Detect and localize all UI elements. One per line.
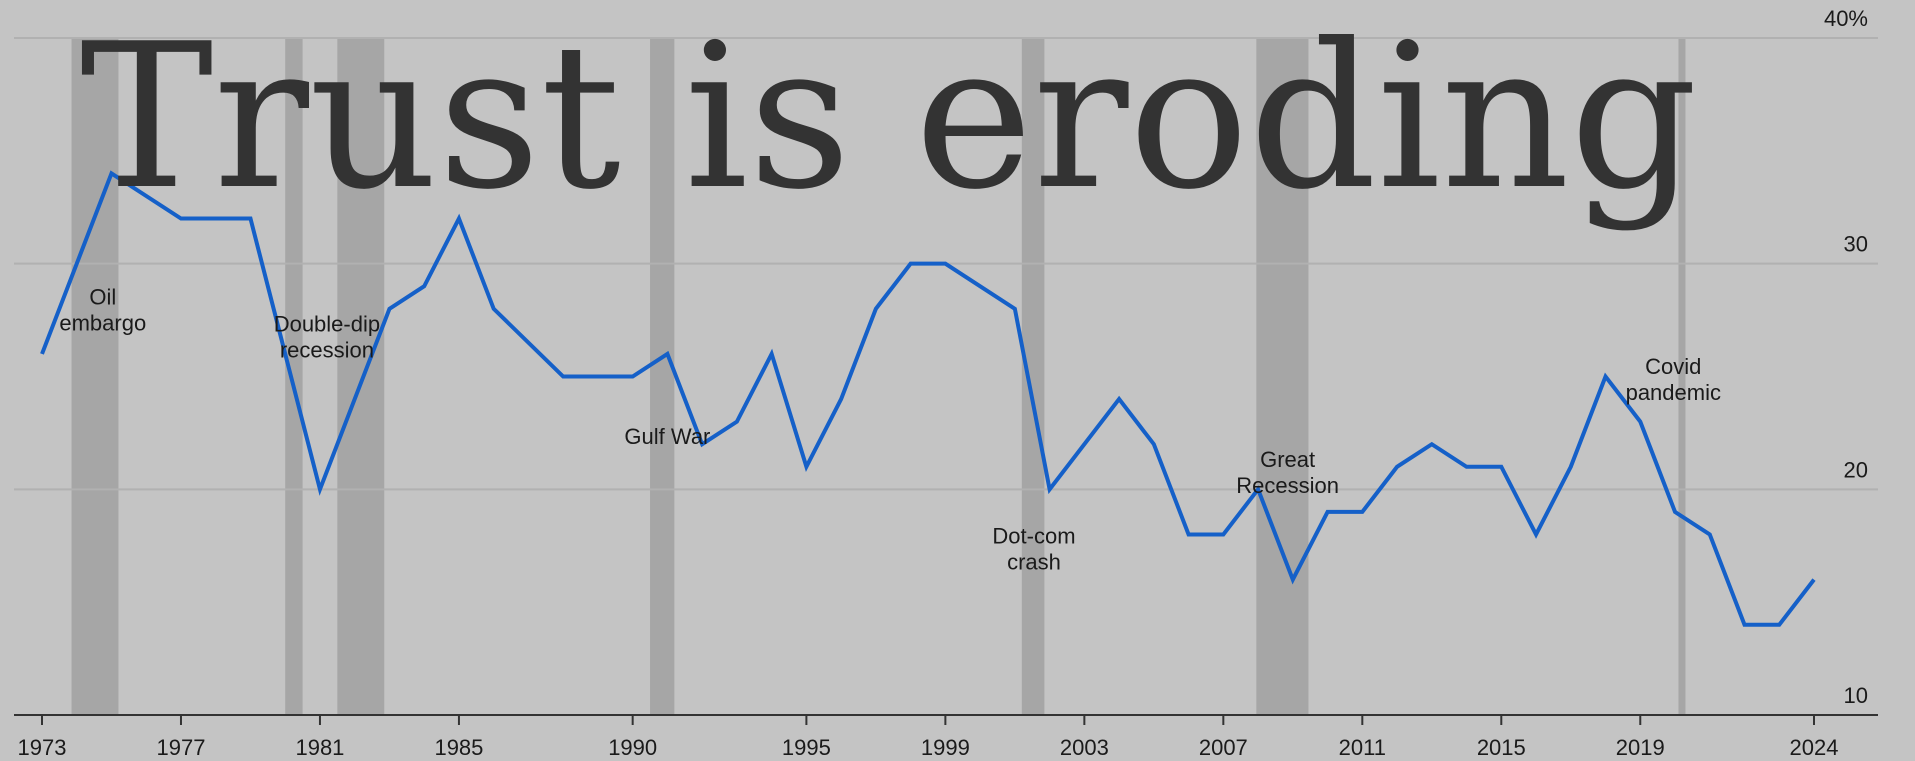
- data-point: [40, 352, 44, 356]
- data-point: [1048, 487, 1052, 491]
- data-point: [1291, 578, 1295, 582]
- recession-band-5: [1256, 38, 1309, 715]
- series-layer: [40, 170, 1816, 627]
- data-point: [561, 375, 565, 379]
- data-point: [387, 307, 391, 311]
- data-point: [1187, 532, 1191, 536]
- data-point: [631, 375, 635, 379]
- series-line-0: [40, 170, 1816, 627]
- data-point: [839, 397, 843, 401]
- data-point: [1221, 532, 1225, 536]
- data-point: [1777, 623, 1781, 627]
- data-point: [1569, 465, 1573, 469]
- annotation-label: Gulf War: [624, 424, 710, 449]
- x-tick-label: 1990: [608, 735, 657, 760]
- x-tick-label: 2024: [1790, 735, 1839, 760]
- data-point: [1673, 510, 1677, 514]
- recession-band-2: [337, 38, 385, 715]
- data-point: [1013, 307, 1017, 311]
- data-point: [770, 352, 774, 356]
- x-tick-label: 1995: [782, 735, 831, 760]
- y-tick-label: 40%: [1824, 6, 1868, 31]
- x-tick-label: 2011: [1339, 735, 1386, 760]
- x-axis: 1973 1977 1981 1985 1990 1995 1999 2003 2007 2011…: [14, 714, 1878, 760]
- annotation-label: Oil embargo: [59, 284, 146, 335]
- x-tick-label: 2003: [1060, 735, 1109, 760]
- annotation-label: Double-dip recession: [274, 311, 380, 362]
- x-tick-label: 1985: [434, 735, 483, 760]
- data-point: [318, 487, 322, 491]
- data-point: [1499, 465, 1503, 469]
- chart-title: Trust is eroding: [80, 1, 1698, 234]
- data-point: [874, 307, 878, 311]
- data-point: [1360, 510, 1364, 514]
- x-tick-label: 2019: [1616, 735, 1665, 760]
- data-point: [909, 262, 913, 266]
- data-point: [943, 262, 947, 266]
- annotation-label: Covid pandemic: [1626, 354, 1721, 405]
- annotation-label: Dot-com crash: [992, 523, 1075, 574]
- y-axis: 10 20 30 40%: [1824, 6, 1868, 708]
- x-tick-label: 1977: [157, 735, 206, 760]
- recession-bands: [71, 38, 1686, 715]
- annotations: Oil embargo Double-dip recession Gulf War Dot…: [59, 284, 1721, 574]
- recession-band-4: [1021, 38, 1045, 715]
- recession-band-6: [1678, 38, 1686, 715]
- data-point: [1326, 510, 1330, 514]
- x-tick-label: 1981: [295, 735, 344, 760]
- data-point: [1743, 623, 1747, 627]
- x-tick-label: 1973: [18, 735, 67, 760]
- data-point: [1534, 532, 1538, 536]
- data-point: [665, 352, 669, 356]
- x-tick-label: 2015: [1477, 735, 1526, 760]
- data-point: [1430, 442, 1434, 446]
- y-tick-label: 10: [1844, 683, 1868, 708]
- data-point: [1465, 465, 1469, 469]
- data-point: [1708, 532, 1712, 536]
- x-tick-label: 2007: [1199, 735, 1248, 760]
- data-point: [1117, 397, 1121, 401]
- data-point: [492, 307, 496, 311]
- data-point: [422, 284, 426, 288]
- data-point: [735, 420, 739, 424]
- x-tick-label: 1999: [921, 735, 970, 760]
- annotation-label: Great Recession: [1236, 447, 1339, 498]
- y-tick-label: 20: [1844, 457, 1868, 482]
- recession-band-3: [650, 38, 675, 715]
- y-tick-label: 30: [1844, 232, 1868, 257]
- data-point: [1395, 465, 1399, 469]
- data-point: [804, 465, 808, 469]
- data-point: [1812, 578, 1816, 582]
- recession-band-1: [285, 38, 303, 715]
- recession-band-0: [71, 38, 119, 715]
- data-point: [1152, 442, 1156, 446]
- data-point: [1638, 420, 1642, 424]
- data-point: [1604, 375, 1608, 379]
